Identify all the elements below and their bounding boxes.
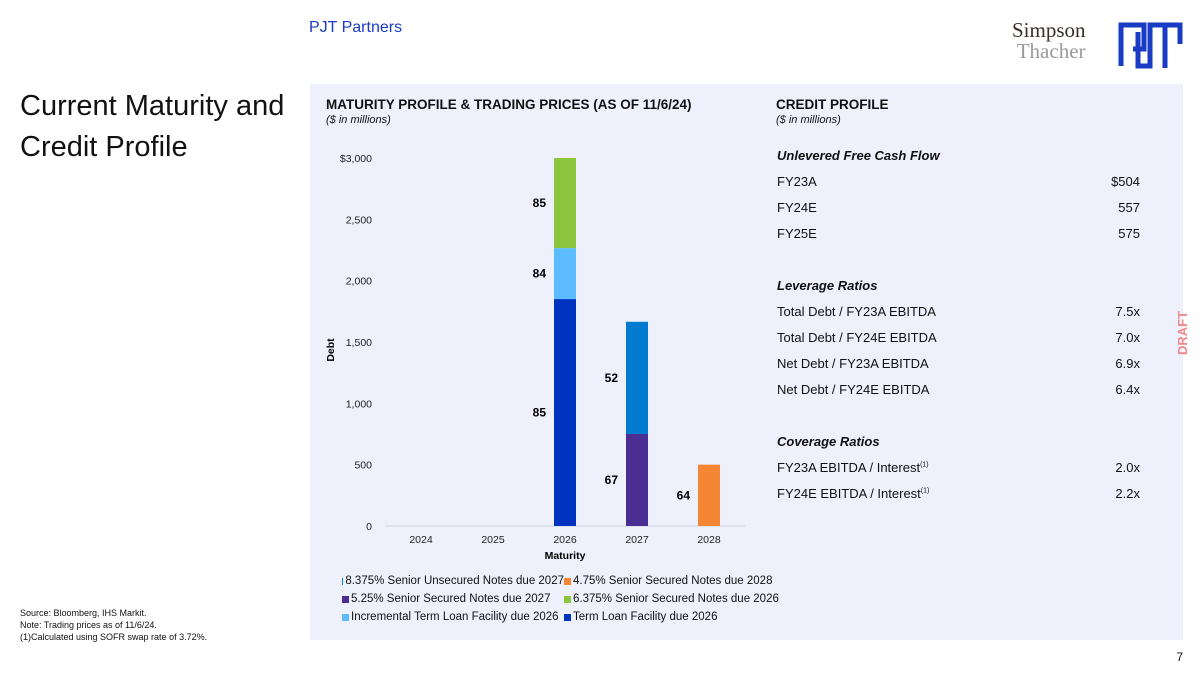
credit-metric-value: 7.0x	[1115, 329, 1140, 345]
credit-row: FY24E 557	[777, 194, 1140, 220]
y-tick-label: $3,000	[340, 153, 372, 165]
legend-item: 5.25% Senior Secured Notes due 2027	[342, 593, 564, 605]
legend-swatch	[342, 595, 349, 603]
page-number: 7	[1176, 650, 1183, 664]
bar-segment	[626, 434, 648, 526]
credit-row: Net Debt / FY24E EBITDA 6.4x	[777, 376, 1140, 402]
bar-segment	[626, 321, 648, 434]
footnotes: Source: Bloomberg, IHS Markit. Note: Tra…	[20, 607, 207, 643]
legend-item: Incremental Term Loan Facility due 2026	[342, 611, 564, 623]
credit-metric-value: 7.5x	[1115, 303, 1140, 319]
draft-watermark: DRAFT	[1175, 310, 1190, 355]
legend-item: 8.375% Senior Unsecured Notes due 2027	[342, 575, 564, 587]
brand-name: PJT Partners	[309, 19, 403, 36]
credit-metric-value: 2.2x	[1115, 485, 1140, 501]
page-title: Current Maturity and Credit Profile	[20, 90, 285, 163]
legend-label: Incremental Term Loan Facility due 2026	[351, 611, 559, 623]
footnote: Source: Bloomberg, IHS Markit.	[20, 608, 147, 618]
credit-metric-value: 2.0x	[1115, 459, 1140, 475]
y-tick-label: 1,500	[346, 337, 372, 349]
y-axis-title: Debt	[325, 338, 337, 362]
credit-metric-label: Total Debt / FY24E EBITDA	[777, 329, 937, 345]
trading-price-label: 52	[605, 371, 619, 385]
credit-metric-label: FY24E	[777, 199, 817, 215]
y-tick-label: 1,000	[346, 398, 372, 410]
credit-metric-value: $504	[1111, 173, 1140, 189]
x-tick-label: 2025	[481, 534, 505, 546]
legend-item: 6.375% Senior Secured Notes due 2026	[564, 593, 784, 605]
credit-metric-label: FY25E	[777, 225, 817, 241]
bar-segment	[698, 464, 720, 526]
credit-subheading: ($ in millions)	[776, 114, 841, 126]
x-tick-label: 2026	[553, 534, 577, 546]
simpson-thacher-logo: Simpson Thacher	[1012, 18, 1086, 63]
legend-swatch	[564, 613, 571, 621]
credit-metric-label: Total Debt / FY23A EBITDA	[777, 303, 936, 319]
y-tick-label: 0	[366, 521, 372, 533]
credit-heading: CREDIT PROFILE	[776, 97, 889, 112]
footnote: Note: Trading prices as of 11/6/24.	[20, 620, 157, 630]
x-tick-label: 2024	[409, 534, 433, 546]
chart-legend: 8.375% Senior Unsecured Notes due 2027 4.…	[342, 575, 784, 623]
legend-label: 4.75% Senior Secured Notes due 2028	[573, 575, 773, 587]
footnote-marker: (1)	[920, 461, 929, 469]
trading-price-label: 64	[677, 488, 691, 502]
credit-row: FY25E 575	[777, 220, 1140, 246]
x-axis-title: Maturity	[545, 550, 586, 562]
trading-price-label: 85	[533, 406, 547, 420]
legend-swatch	[564, 577, 571, 585]
credit-section-title: Unlevered Free Cash Flow	[777, 147, 940, 163]
credit-profile-table: Unlevered Free Cash Flow FY23A $504 FY24E 55…	[777, 142, 1140, 506]
footnote-marker: (1)	[920, 487, 930, 495]
bar-segment	[554, 248, 576, 300]
y-tick-label: 2,000	[346, 276, 372, 288]
trading-price-label: 85	[533, 196, 547, 210]
legend-item: Term Loan Facility due 2026	[564, 611, 784, 623]
bar-segment	[554, 158, 576, 249]
legend-label: 5.25% Senior Secured Notes due 2027	[351, 593, 551, 605]
credit-row: Net Debt / FY23A EBITDA 6.9x	[777, 350, 1140, 376]
y-tick-label: 2,500	[346, 214, 372, 226]
legend-label: 8.375% Senior Unsecured Notes due 2027	[345, 575, 564, 587]
credit-metric-label: Net Debt / FY24E EBITDA	[777, 381, 930, 397]
legend-label: Term Loan Facility due 2026	[573, 611, 718, 623]
x-tick-label: 2027	[625, 534, 649, 546]
credit-section-title: Coverage Ratios	[777, 433, 880, 449]
legend-swatch	[342, 613, 349, 621]
legend-swatch	[564, 595, 571, 603]
credit-row: FY24E EBITDA / Interest(1) 2.2x	[777, 480, 1140, 506]
credit-metric-label: FY23A EBITDA / Interest(1)	[777, 459, 929, 475]
credit-row: Total Debt / FY24E EBITDA 7.0x	[777, 324, 1140, 350]
maturity-chart: $3,000 2,500 2,000 1,500 1,000 500 0 2024 2025 20…	[325, 153, 745, 562]
credit-metric-value: 557	[1118, 199, 1140, 215]
credit-metric-label: FY24E EBITDA / Interest(1)	[777, 485, 930, 501]
pjt-logo	[1118, 22, 1183, 69]
legend-swatch	[342, 577, 344, 585]
credit-section-title: Leverage Ratios	[777, 277, 878, 293]
credit-row: FY23A $504	[777, 168, 1140, 194]
x-tick-label: 2028	[697, 534, 721, 546]
bar-segment	[554, 299, 576, 526]
legend-item: 4.75% Senior Secured Notes due 2028	[564, 575, 784, 587]
legend-label: 6.375% Senior Secured Notes due 2026	[573, 593, 779, 605]
maturity-heading: MATURITY PROFILE & TRADING PRICES (AS OF…	[326, 97, 692, 112]
trading-price-label: 84	[533, 267, 547, 281]
credit-metric-value: 6.4x	[1115, 381, 1140, 397]
maturity-subheading: ($ in millions)	[326, 114, 391, 126]
content-panel	[310, 84, 1183, 640]
credit-metric-value: 575	[1118, 225, 1140, 241]
credit-row: Total Debt / FY23A EBITDA 7.5x	[777, 298, 1140, 324]
trading-price-label: 67	[605, 473, 619, 487]
y-tick-label: 500	[354, 460, 372, 472]
credit-row: FY23A EBITDA / Interest(1) 2.0x	[777, 454, 1140, 480]
credit-metric-label: Net Debt / FY23A EBITDA	[777, 355, 929, 371]
credit-metric-label: FY23A	[777, 173, 817, 189]
credit-metric-value: 6.9x	[1115, 355, 1140, 371]
footnote: (1)Calculated using SOFR swap rate of 3.…	[20, 632, 208, 642]
